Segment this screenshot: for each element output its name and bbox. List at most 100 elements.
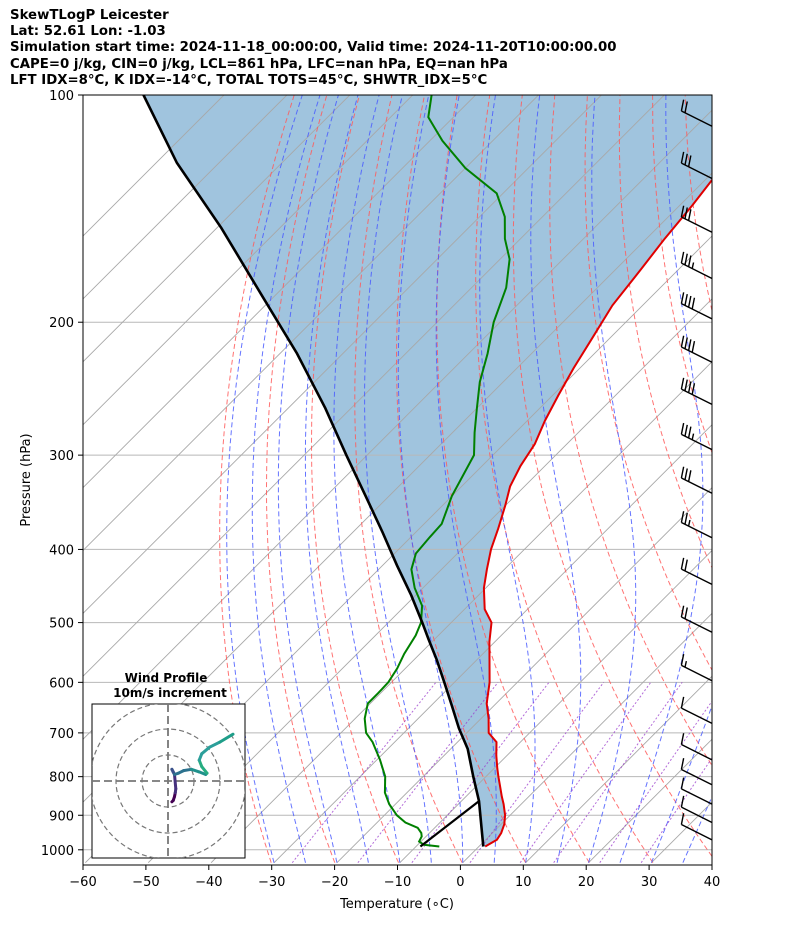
isotherm-line xyxy=(83,95,414,426)
wind-barb-staff xyxy=(681,707,713,725)
wind-barb-flag xyxy=(687,470,692,482)
dry-adiabat-line xyxy=(750,95,794,863)
dry-adiabat-line xyxy=(652,95,712,455)
hodograph-title: Wind Profile xyxy=(125,671,208,685)
wind-barb-staff xyxy=(681,664,713,682)
y-tick-label: 200 xyxy=(49,316,74,331)
wind-barb-flag xyxy=(687,295,692,308)
wind-barb-flag xyxy=(684,379,688,392)
moist-adiabat-line xyxy=(304,95,369,863)
wind-barb-flag xyxy=(684,468,688,480)
wind-barb-flag xyxy=(684,337,688,349)
isotherm-line xyxy=(83,95,539,552)
wind-barb-staff xyxy=(681,110,713,127)
wind-barb-staff xyxy=(681,616,713,633)
wind-barb-flag xyxy=(680,605,685,618)
y-tick-label: 500 xyxy=(49,617,74,632)
wind-barb-staff xyxy=(681,521,713,539)
wind-barb-flag xyxy=(680,99,685,112)
hodograph-trace-segment xyxy=(173,773,178,791)
x-tick-label: −60 xyxy=(69,875,96,890)
moist-adiabat-line xyxy=(251,95,321,863)
wind-barb-flag xyxy=(680,654,685,666)
wind-barb-staff xyxy=(681,216,713,233)
wind-barb-staff xyxy=(681,388,713,406)
dry-adiabat-line xyxy=(395,95,527,863)
isotherm-line xyxy=(83,95,665,677)
wind-barb-staff xyxy=(681,162,713,180)
isotherm-line xyxy=(83,95,351,363)
wind-barb-half-flag xyxy=(691,262,695,269)
wind-barb-flag xyxy=(680,205,685,218)
moist-adiabat-line xyxy=(277,95,339,863)
moist-adiabat-line xyxy=(588,95,637,863)
dry-adiabat-line xyxy=(436,95,590,863)
moist-adiabat-line xyxy=(333,95,401,863)
y-tick-label: 300 xyxy=(49,449,74,464)
wind-barb-flag xyxy=(691,383,696,395)
dry-adiabat-line xyxy=(549,95,712,767)
mixing-ratio-line xyxy=(357,681,499,864)
wind-barb-flag xyxy=(680,335,685,348)
moist-adiabat-line xyxy=(714,95,794,863)
wind-barb-flag xyxy=(691,297,696,310)
isotherm-line xyxy=(273,424,712,863)
wind-barb-staff xyxy=(681,302,713,320)
wind-barb-staff xyxy=(681,823,713,841)
wind-barb-staff xyxy=(681,806,713,824)
hodograph-trace-segment xyxy=(218,732,235,744)
hodograph-trace-segment xyxy=(200,745,212,756)
wind-barb-flag xyxy=(684,294,688,306)
wind-barb-flag xyxy=(684,424,688,437)
dry-adiabat-line xyxy=(219,95,295,863)
wind-barb-flag xyxy=(680,377,685,390)
simulation-times: Simulation start time: 2024-11-18_00:00:… xyxy=(10,40,617,55)
wind-barb-staff xyxy=(681,433,713,451)
x-tick-label: −30 xyxy=(258,875,285,890)
isotherm-line xyxy=(83,95,225,237)
x-tick-label: 10 xyxy=(515,875,532,890)
isotherm-line xyxy=(462,612,712,863)
parcel-profile-line xyxy=(142,95,485,847)
moist-adiabat-line xyxy=(226,95,303,863)
dry-adiabat-line xyxy=(310,95,399,863)
wind-barb-staff xyxy=(681,788,713,805)
mixing-ratio-line xyxy=(519,682,652,863)
wind-barb-flag xyxy=(684,207,688,219)
mixing-ratio-line xyxy=(553,682,683,863)
wind-barb-flag xyxy=(684,253,688,266)
wind-barb-flag xyxy=(684,512,688,525)
wind-barb-flag xyxy=(680,151,685,164)
x-tick-label: 40 xyxy=(704,875,721,890)
wind-barb-half-flag xyxy=(687,519,691,527)
wind-barb-flag xyxy=(684,101,688,113)
wind-barb-staff xyxy=(681,477,713,494)
dry-adiabat-line xyxy=(783,95,794,863)
isotherm-line xyxy=(147,298,712,863)
dry-adiabat-line xyxy=(266,95,336,863)
isotherm-line xyxy=(83,109,712,740)
y-tick-label: 900 xyxy=(49,809,74,824)
wind-barb-half-flag xyxy=(691,433,695,440)
y-tick-label: 700 xyxy=(49,727,74,742)
isotherm-line xyxy=(83,95,288,300)
location-coordinates: Lat: 52.61 Lon: -1.03 xyxy=(10,24,166,39)
x-tick-label: −20 xyxy=(321,875,348,890)
mixing-ratio-line xyxy=(469,682,605,863)
x-tick-label: 30 xyxy=(641,875,658,890)
isotherm-line xyxy=(714,95,794,863)
surface-parcel-line xyxy=(419,800,480,848)
dry-adiabat-line xyxy=(618,95,712,569)
isotherm-line xyxy=(336,486,712,863)
isotherm-line xyxy=(399,549,712,863)
wind-barb-flag xyxy=(687,209,692,221)
isotherm-line xyxy=(777,95,794,863)
wind-barb-staff xyxy=(681,346,713,363)
wind-barb-flag xyxy=(687,339,692,351)
dry-adiabat-line xyxy=(512,95,712,858)
mixing-ratio-line xyxy=(599,700,712,863)
wind-barb-flag xyxy=(680,422,685,435)
dewpoint-line xyxy=(363,95,511,848)
temperature-line xyxy=(482,178,712,848)
